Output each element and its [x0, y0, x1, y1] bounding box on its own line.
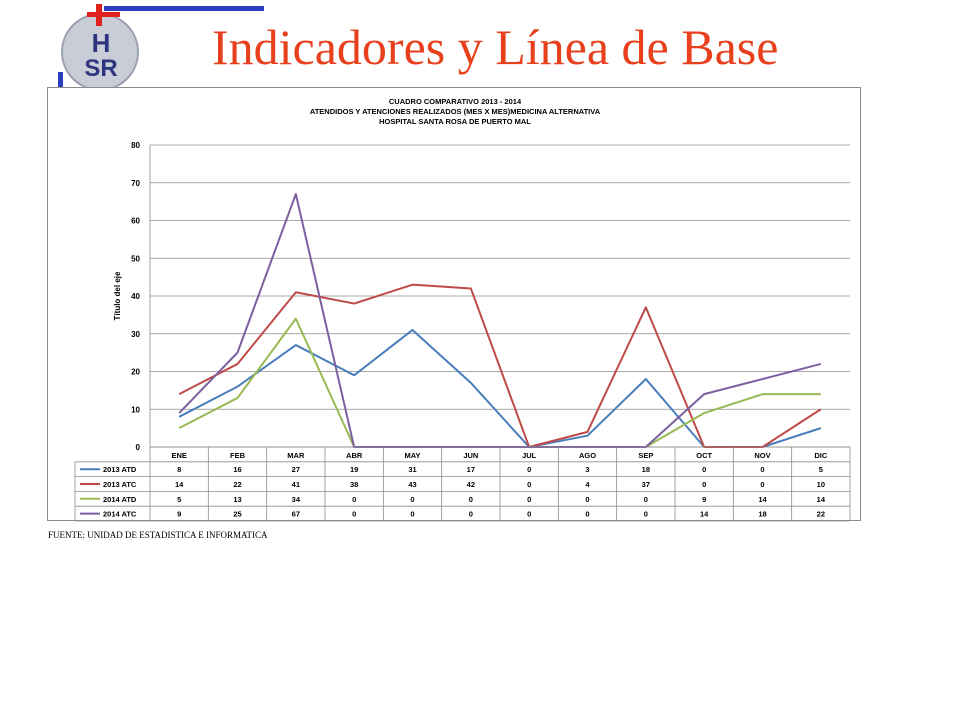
data-table-value: 3	[585, 465, 589, 474]
data-table-value: 37	[642, 480, 650, 489]
data-table-value: 5	[819, 465, 823, 474]
data-table-value: 0	[527, 495, 531, 504]
series-line-2014-atd	[178, 317, 821, 448]
x-category-label: DIC	[814, 451, 828, 460]
y-tick-label: 10	[131, 405, 140, 414]
data-table-value: 0	[702, 480, 706, 489]
chart-title-line: HOSPITAL SANTA ROSA DE PUERTO MAL	[379, 117, 531, 126]
data-table-value: 25	[233, 510, 241, 519]
data-table-value: 42	[467, 480, 475, 489]
data-table-value: 14	[700, 510, 709, 519]
data-table-value: 41	[292, 480, 300, 489]
legend-label: 2014 ATC	[103, 510, 137, 519]
data-table-value: 38	[350, 480, 358, 489]
y-axis-title: Título del eje	[113, 271, 122, 320]
data-table-value: 0	[410, 510, 414, 519]
data-table-value: 0	[644, 495, 648, 504]
data-table-value: 0	[702, 465, 706, 474]
data-table-value: 22	[233, 480, 241, 489]
data-table-value: 22	[817, 510, 825, 519]
data-table-value: 0	[352, 510, 356, 519]
source-note: FUENTE: UNIDAD DE ESTADISTICA E INFORMAT…	[48, 530, 268, 540]
data-table-value: 0	[760, 465, 764, 474]
data-table-value: 0	[585, 495, 589, 504]
data-table-value: 0	[527, 510, 531, 519]
svg-text:H: H	[92, 28, 111, 58]
data-table-value: 19	[350, 465, 358, 474]
legend-label: 2013 ATD	[103, 465, 137, 474]
legend-label: 2013 ATC	[103, 480, 137, 489]
data-table-value: 0	[469, 495, 473, 504]
hospital-logo: H SR	[58, 4, 264, 100]
data-table-value: 18	[758, 510, 766, 519]
data-table-value: 0	[760, 480, 764, 489]
chart-title-line: ATENDIDOS Y ATENCIONES REALIZADOS (MES X…	[310, 107, 601, 116]
data-table-value: 0	[469, 510, 473, 519]
y-tick-label: 0	[136, 443, 141, 452]
x-category-label: JUN	[463, 451, 478, 460]
data-table-value: 10	[817, 480, 825, 489]
x-category-label: SEP	[638, 451, 653, 460]
data-table-value: 14	[175, 480, 184, 489]
data-table-value: 13	[233, 495, 241, 504]
x-category-label: ENE	[171, 451, 186, 460]
data-table-value: 67	[292, 510, 300, 519]
series-line-2013-atc	[178, 283, 822, 448]
data-table-value: 14	[758, 495, 767, 504]
data-table-value: 9	[177, 510, 181, 519]
slide-title: Indicadores y Línea de Base	[212, 19, 779, 75]
data-table-value: 0	[410, 495, 414, 504]
y-tick-label: 30	[131, 330, 140, 339]
x-category-label: NOV	[754, 451, 770, 460]
data-table-value: 0	[644, 510, 648, 519]
x-category-label: AGO	[579, 451, 596, 460]
data-table-value: 18	[642, 465, 650, 474]
data-table-value: 17	[467, 465, 475, 474]
data-table	[74, 446, 851, 522]
x-category-label: OCT	[696, 451, 712, 460]
chart-frame: CUADRO COMPARATIVO 2013 - 2014 ATENDIDOS …	[47, 87, 861, 522]
x-category-label: FEB	[230, 451, 246, 460]
y-tick-label: 40	[131, 292, 140, 301]
chart-title-line: CUADRO COMPARATIVO 2013 - 2014	[389, 97, 522, 106]
x-category-label: JUL	[522, 451, 537, 460]
x-category-label: MAR	[287, 451, 305, 460]
data-table-value: 16	[233, 465, 241, 474]
data-table-value: 4	[585, 480, 590, 489]
data-table-value: 0	[352, 495, 356, 504]
legend-label: 2014 ATD	[103, 495, 137, 504]
data-table-value: 34	[292, 495, 301, 504]
x-category-label: MAY	[405, 451, 421, 460]
data-table-value: 9	[702, 495, 706, 504]
data-table-value: 8	[177, 465, 181, 474]
data-table-value: 0	[527, 465, 531, 474]
svg-text:SR: SR	[84, 55, 117, 82]
data-table-value: 43	[408, 480, 416, 489]
y-tick-label: 50	[131, 254, 140, 263]
y-tick-label: 60	[131, 217, 140, 226]
data-table-value: 31	[408, 465, 416, 474]
y-tick-label: 20	[131, 368, 140, 377]
y-tick-label: 70	[131, 179, 140, 188]
line-chart: CUADRO COMPARATIVO 2013 - 2014ATENDIDOS …	[74, 97, 851, 522]
data-table-value: 0	[585, 510, 589, 519]
data-table-value: 14	[817, 495, 826, 504]
data-table-value: 0	[527, 480, 531, 489]
x-category-label: ABR	[346, 451, 363, 460]
data-table-value: 27	[292, 465, 300, 474]
data-table-value: 5	[177, 495, 181, 504]
y-tick-label: 80	[131, 141, 140, 150]
